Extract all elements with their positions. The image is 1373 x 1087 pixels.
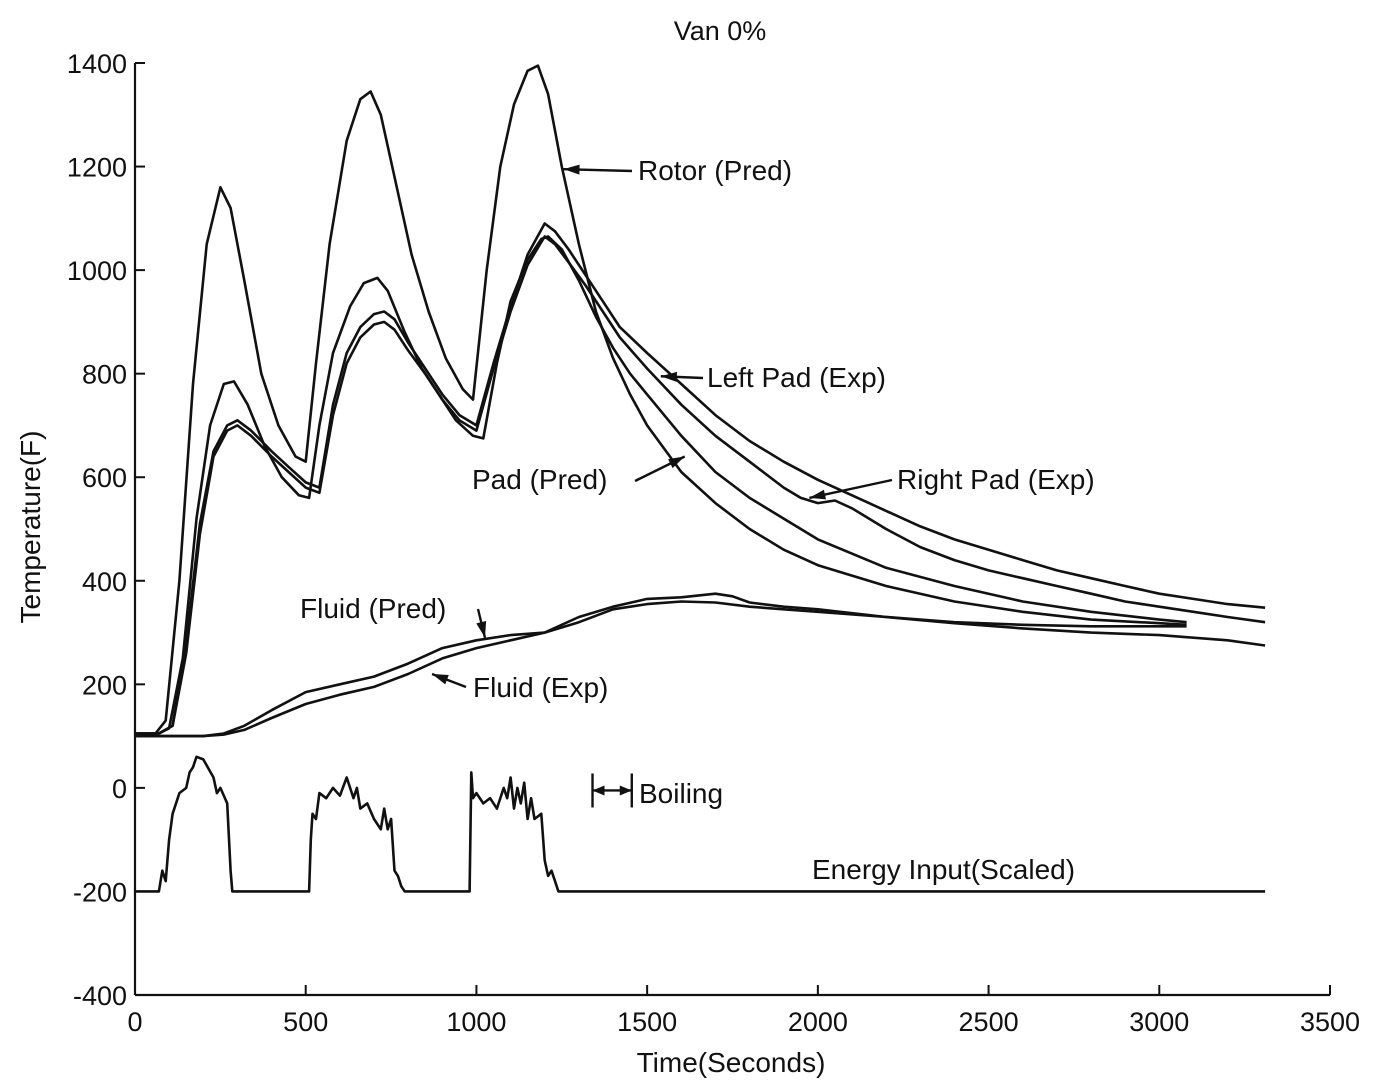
axes: 0 500 1000 1500 2000 2500 3000 3500 -400 -200 0 200…: [67, 49, 1360, 1037]
y-tick-label: 200: [82, 670, 127, 700]
annotation-arrowhead-6: [432, 674, 449, 685]
y-tick-label: -200: [73, 877, 127, 907]
annotation-label-3: Pad (Pred): [472, 464, 607, 495]
series-line-5: [135, 600, 1187, 738]
annotation-arrowhead-5: [476, 621, 487, 638]
y-tick-label: 400: [82, 567, 127, 597]
series-line-6: [135, 592, 1266, 738]
annotation-label-2: Left Pad (Exp): [707, 362, 886, 393]
annotation-layer: Rotor (Pred) Left Pad (Exp) Pad (Pred) Righ…: [300, 155, 1095, 885]
x-tick-label: 3000: [1129, 1007, 1189, 1037]
y-tick-label: -400: [73, 981, 127, 1011]
annotation-arrowhead-3: [668, 456, 685, 469]
series-line-3: [135, 222, 1266, 735]
annotation-label-8: Energy Input(Scaled): [812, 854, 1075, 885]
annotation-label-5: Fluid (Pred): [300, 593, 446, 624]
y-tick-label: 1200: [67, 153, 127, 183]
annotation-arrowhead-4: [809, 489, 826, 500]
boiling-span-arrowhead-right: [619, 785, 632, 796]
y-tick-label: 800: [82, 360, 127, 390]
y-tick-label: 0: [112, 774, 127, 804]
chart-title: Van 0%: [674, 16, 767, 46]
annotation-label-7: Boiling: [639, 778, 723, 809]
x-tick-label: 2000: [788, 1007, 848, 1037]
boiling-span-arrowhead-left: [592, 785, 605, 796]
x-tick-label: 3500: [1300, 1007, 1360, 1037]
annotation-arrowhead-1: [563, 164, 580, 175]
annotation-label-6: Fluid (Exp): [473, 672, 608, 703]
y-tick-label: 1400: [67, 49, 127, 79]
series-line-7: [135, 755, 1266, 893]
x-tick-label: 500: [283, 1007, 328, 1037]
y-tick-label: 600: [82, 463, 127, 493]
series-line-4: [135, 235, 1266, 735]
x-tick-label: 1500: [617, 1007, 677, 1037]
annotation-label-1: Rotor (Pred): [638, 155, 792, 186]
series-layer: [135, 64, 1266, 893]
series-line-2: [135, 235, 1187, 735]
x-tick-label: 0: [127, 1007, 142, 1037]
x-tick-label: 2500: [959, 1007, 1019, 1037]
series-line-1: [135, 64, 1187, 735]
x-axis-title: Time(Seconds): [637, 1047, 826, 1078]
annotation-arrowhead-2: [660, 371, 677, 382]
annotation-label-4: Right Pad (Exp): [897, 464, 1095, 495]
x-tick-label: 1000: [446, 1007, 506, 1037]
y-tick-label: 1000: [67, 256, 127, 286]
y-axis-title: Temperature(F): [15, 431, 46, 624]
